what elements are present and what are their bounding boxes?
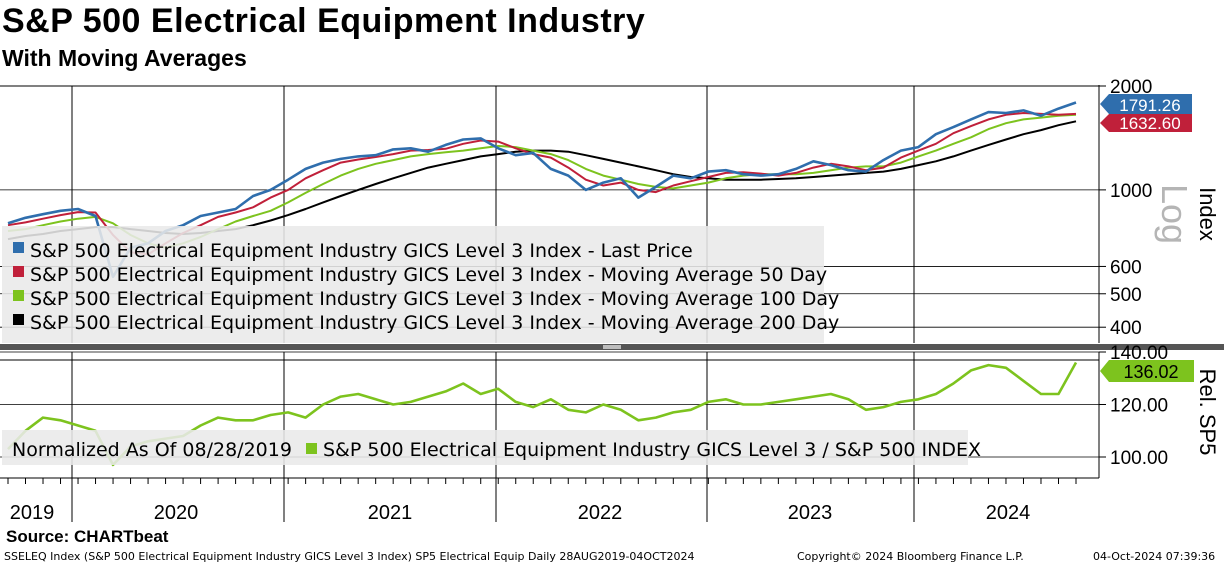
relative-tick-label: 100.00: [1110, 448, 1168, 469]
relative-value-tag: 136.02: [1100, 360, 1194, 382]
ticker-info: SSELEQ Index (S&P 500 Electrical Equipme…: [4, 550, 695, 563]
price-legend: [2, 226, 824, 343]
relative-axis-title: Rel. SP5: [1195, 369, 1220, 456]
ma50-tag-text: 1632.60: [1119, 114, 1180, 133]
copyright: Copyright© 2024 Bloomberg Finance L.P.: [797, 550, 1024, 563]
source-label: Source: CHARTbeat: [6, 527, 169, 546]
price-tick-label: 1000: [1110, 181, 1152, 202]
legend-label-last-price: S&P 500 Electrical Equipment Industry GI…: [30, 240, 693, 262]
x-tick-label: 2023: [788, 502, 833, 524]
price-axis-title: Index: [1195, 187, 1220, 241]
x-tick-label: 2024: [986, 502, 1031, 524]
x-axis-labels: 2019 2020 2021 2022 2023 2024: [7, 478, 1077, 524]
log-scale-label: Log: [1154, 184, 1195, 244]
relative-tick-label: 140.00: [1110, 343, 1168, 364]
relative-legend: [2, 430, 968, 465]
x-tick-label: 2022: [578, 502, 623, 524]
x-tick-label: 2021: [368, 502, 413, 524]
ma50-tag: 1632.60: [1100, 114, 1192, 133]
legend-normalized-note: Normalized As Of 08/28/2019: [12, 439, 292, 461]
price-tick-label: 600: [1110, 257, 1142, 278]
x-tick-label: 2020: [154, 502, 199, 524]
legend-swatch-last-price: [13, 242, 24, 253]
chart-subtitle: With Moving Averages: [2, 45, 247, 71]
relative-value-tag-text: 136.02: [1123, 362, 1178, 382]
legend-label-relative: S&P 500 Electrical Equipment Industry GI…: [323, 439, 981, 461]
x-tick-label: 2019: [10, 502, 55, 524]
divider-grip-icon[interactable]: [603, 345, 621, 349]
legend-label-ma100: S&P 500 Electrical Equipment Industry GI…: [30, 288, 839, 310]
last-price-line: [7, 101, 1077, 279]
chart-title: S&P 500 Electrical Equipment Industry: [2, 2, 646, 40]
relative-tick-label: 120.00: [1110, 396, 1168, 417]
y-axis-ticks: 400 500 600 1000 2000 100.00 120.00 140.00: [1099, 77, 1168, 469]
legend-swatch-ma200: [13, 314, 24, 325]
ma200-line: [7, 120, 1077, 241]
last-price-tag: 1791.26: [1100, 94, 1192, 115]
legend-label-ma50: S&P 500 Electrical Equipment Industry GI…: [30, 264, 827, 286]
price-tick-label: 400: [1110, 318, 1142, 339]
price-tick-label: 500: [1110, 285, 1142, 306]
legend-swatch-ma50: [13, 266, 24, 277]
price-tick-label: 2000: [1110, 77, 1152, 98]
timestamp: 04-Oct-2024 07:39:36: [1093, 550, 1216, 563]
last-price-tag-text: 1791.26: [1119, 96, 1180, 115]
legend-swatch-relative: [306, 443, 317, 454]
legend-swatch-ma100: [13, 290, 24, 301]
legend-label-ma200: S&P 500 Electrical Equipment Industry GI…: [30, 312, 839, 334]
